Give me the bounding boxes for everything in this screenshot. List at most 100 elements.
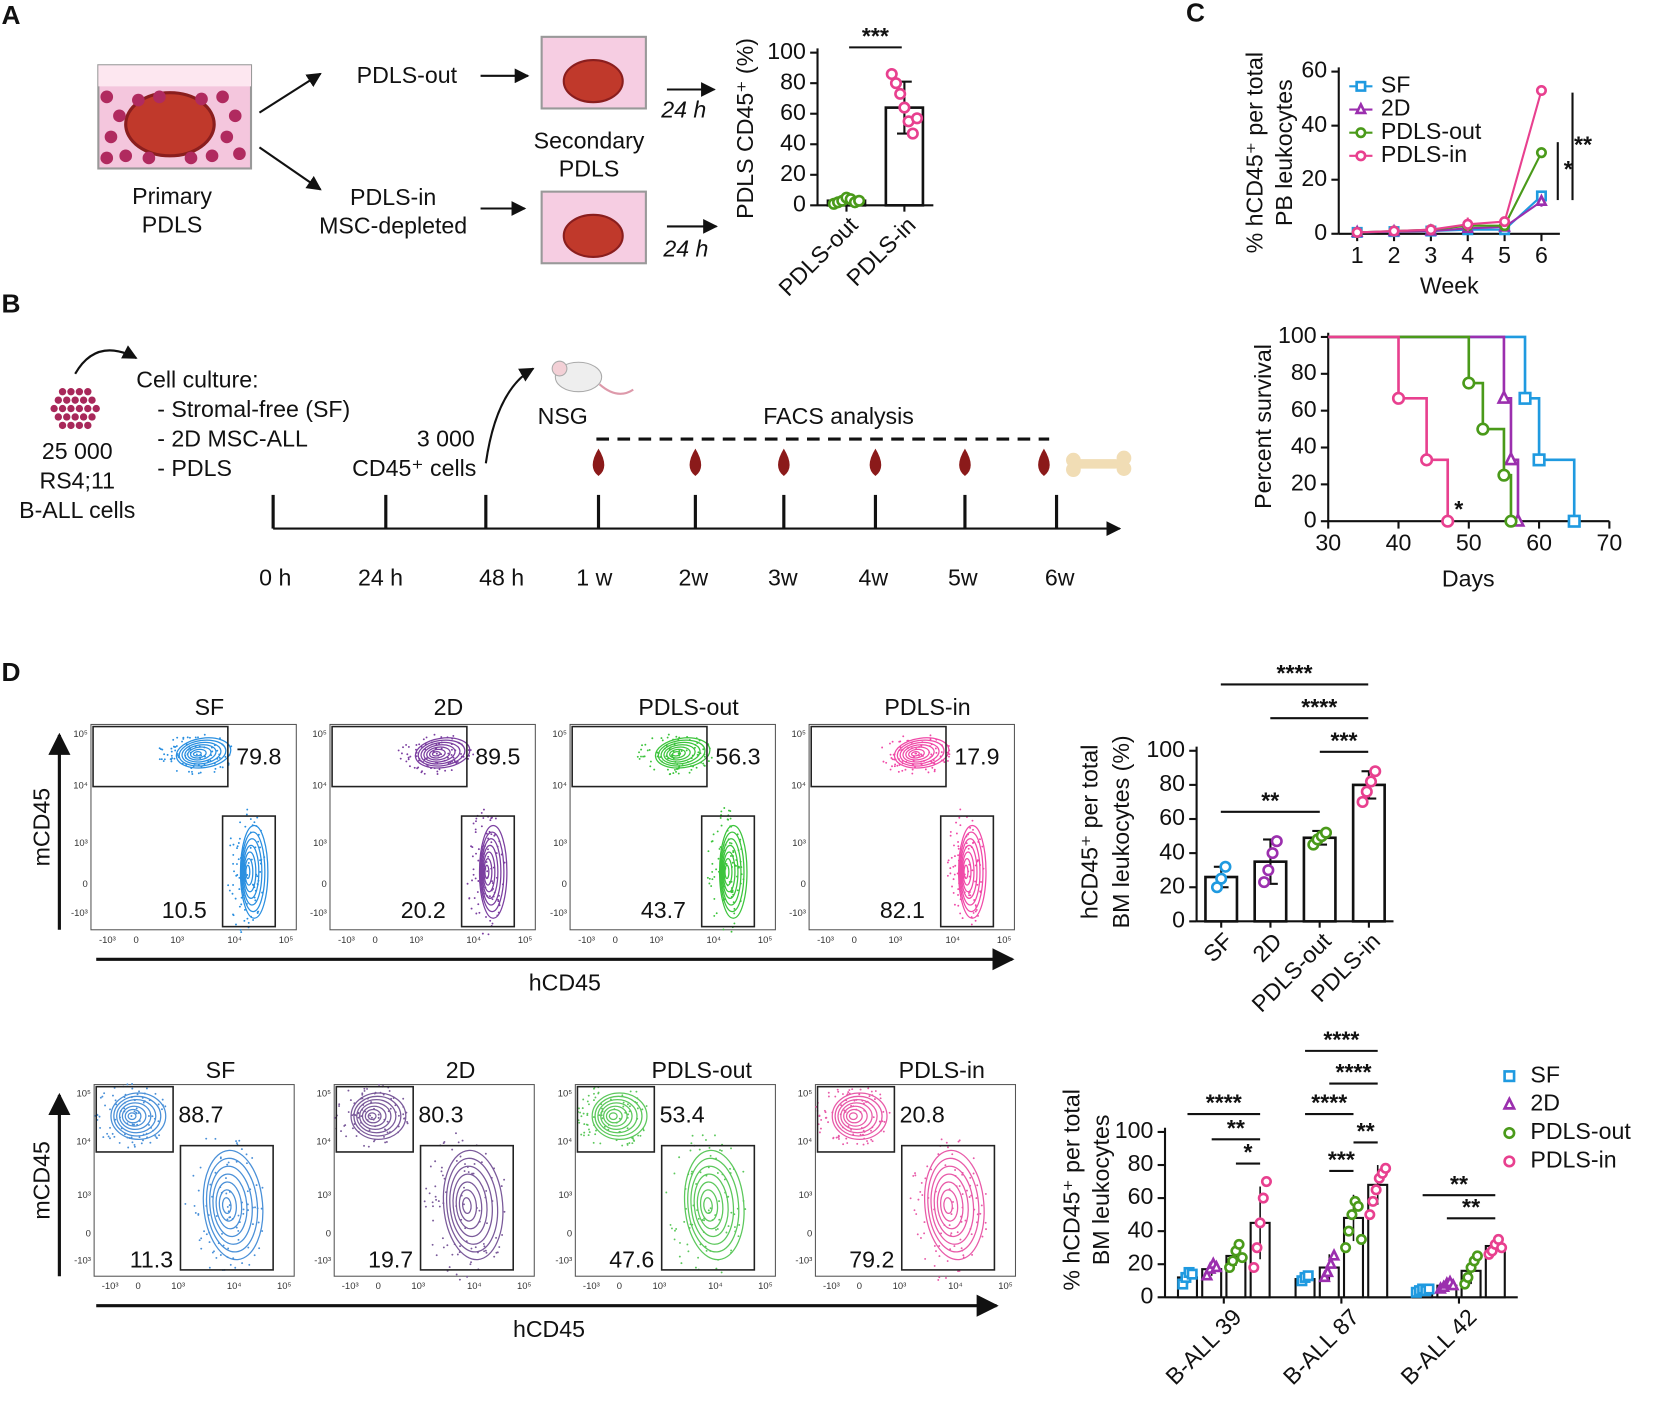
event-dot xyxy=(737,1235,740,1238)
x-tick-label: 3 xyxy=(1424,242,1437,268)
event-dot xyxy=(683,1220,686,1223)
event-dot xyxy=(251,1223,254,1226)
contour xyxy=(175,737,232,769)
contour xyxy=(943,1197,953,1215)
event-dot xyxy=(974,904,977,907)
event-dot xyxy=(670,1227,673,1230)
event-dot xyxy=(914,1172,916,1175)
event-dot xyxy=(649,765,652,768)
event-dot xyxy=(227,884,230,887)
blood-drop xyxy=(778,448,790,476)
survival-curve xyxy=(1328,335,1576,522)
gate xyxy=(900,1144,996,1271)
event-dot xyxy=(161,1098,164,1101)
event-dot xyxy=(859,1088,862,1091)
gate-percent: 10.5 xyxy=(162,897,207,923)
event-dot xyxy=(475,852,477,855)
gate-percent: 82.1 xyxy=(880,897,925,923)
event-dot xyxy=(131,1123,134,1126)
event-dot xyxy=(431,1243,434,1246)
significance-label: ** xyxy=(1462,1194,1480,1220)
contour xyxy=(118,1102,152,1131)
event-dot xyxy=(687,1250,690,1253)
survival-curve xyxy=(1328,335,1520,522)
event-dot xyxy=(866,1140,868,1143)
event-dot xyxy=(257,840,260,843)
event-dot xyxy=(874,1090,877,1092)
event-dot xyxy=(489,919,492,922)
event-dot xyxy=(436,773,439,775)
diagram-label: PDLS-out xyxy=(357,62,458,88)
event-dot xyxy=(402,746,404,749)
event-dot xyxy=(478,911,481,914)
event-dot xyxy=(487,933,490,936)
event-dot xyxy=(715,868,718,871)
event-dot xyxy=(340,1130,342,1133)
event-dot xyxy=(457,1141,460,1144)
event-dot xyxy=(705,1249,708,1252)
event-dot xyxy=(226,1163,229,1166)
gate-percent: 47.6 xyxy=(609,1247,654,1273)
event-dot xyxy=(384,1141,387,1144)
axis-tick-label: 10⁴ xyxy=(791,781,806,792)
event-dot xyxy=(870,1138,873,1141)
facs-plot xyxy=(808,723,1015,931)
event-dot xyxy=(442,1142,445,1145)
marker xyxy=(1319,826,1333,839)
plot-frame xyxy=(333,1084,535,1277)
event-dot xyxy=(979,838,981,841)
y-tick-label: 0 xyxy=(793,190,806,216)
event-dot xyxy=(482,808,485,811)
event-dot xyxy=(582,1098,585,1101)
axis-tick-label: 10⁴ xyxy=(558,1137,573,1148)
marker xyxy=(1441,514,1455,528)
event-dot xyxy=(691,1170,693,1173)
event-dot xyxy=(640,755,642,758)
event-dot xyxy=(981,1235,984,1238)
y-axis-title: PB leukocytes xyxy=(1271,79,1297,226)
event-dot xyxy=(164,1105,167,1108)
event-dot xyxy=(946,861,949,864)
bar xyxy=(1302,836,1337,923)
contour xyxy=(358,1102,392,1131)
cell xyxy=(71,396,79,404)
event-dot xyxy=(648,749,651,751)
event-dot xyxy=(118,1141,121,1144)
event-dot xyxy=(194,1211,197,1214)
event-dot xyxy=(909,1197,912,1200)
diagram-label: Secondary xyxy=(534,127,645,153)
axis-tick-label: 10³ xyxy=(649,935,663,946)
event-dot xyxy=(149,1141,152,1144)
event-dot xyxy=(930,760,933,763)
axis-tick-label: -10³ xyxy=(823,1281,840,1292)
event-dot xyxy=(974,880,977,883)
event-dot xyxy=(703,755,706,758)
event-dot xyxy=(716,830,719,833)
significance-label: * xyxy=(1244,1139,1253,1165)
cell xyxy=(63,396,71,404)
significance-label: * xyxy=(1454,496,1463,522)
gate-percent: 79.2 xyxy=(849,1247,894,1273)
event-dot xyxy=(378,1083,381,1086)
axis-tick-label: 0 xyxy=(326,1229,331,1240)
event-dot xyxy=(920,1237,922,1239)
axis-tick-label: 10³ xyxy=(799,1190,813,1201)
event-dot xyxy=(885,761,888,764)
marker xyxy=(1532,453,1546,467)
event-dot xyxy=(245,1153,248,1156)
event-dot xyxy=(488,895,491,898)
y-tick-label: 60 xyxy=(1291,396,1317,422)
event-dot xyxy=(841,1093,844,1095)
event-dot xyxy=(446,1244,449,1247)
event-dot xyxy=(701,1134,704,1137)
y-tick-label: 0 xyxy=(1314,219,1327,245)
event-dot xyxy=(237,1214,240,1217)
axis-tick-label: -10³ xyxy=(71,908,88,919)
gate xyxy=(816,1085,896,1153)
contour xyxy=(594,1095,643,1137)
cell xyxy=(228,109,242,123)
event-dot xyxy=(690,768,693,771)
event-dot xyxy=(959,912,962,915)
timeline-label: 6w xyxy=(1045,564,1075,590)
marker xyxy=(1262,864,1275,877)
